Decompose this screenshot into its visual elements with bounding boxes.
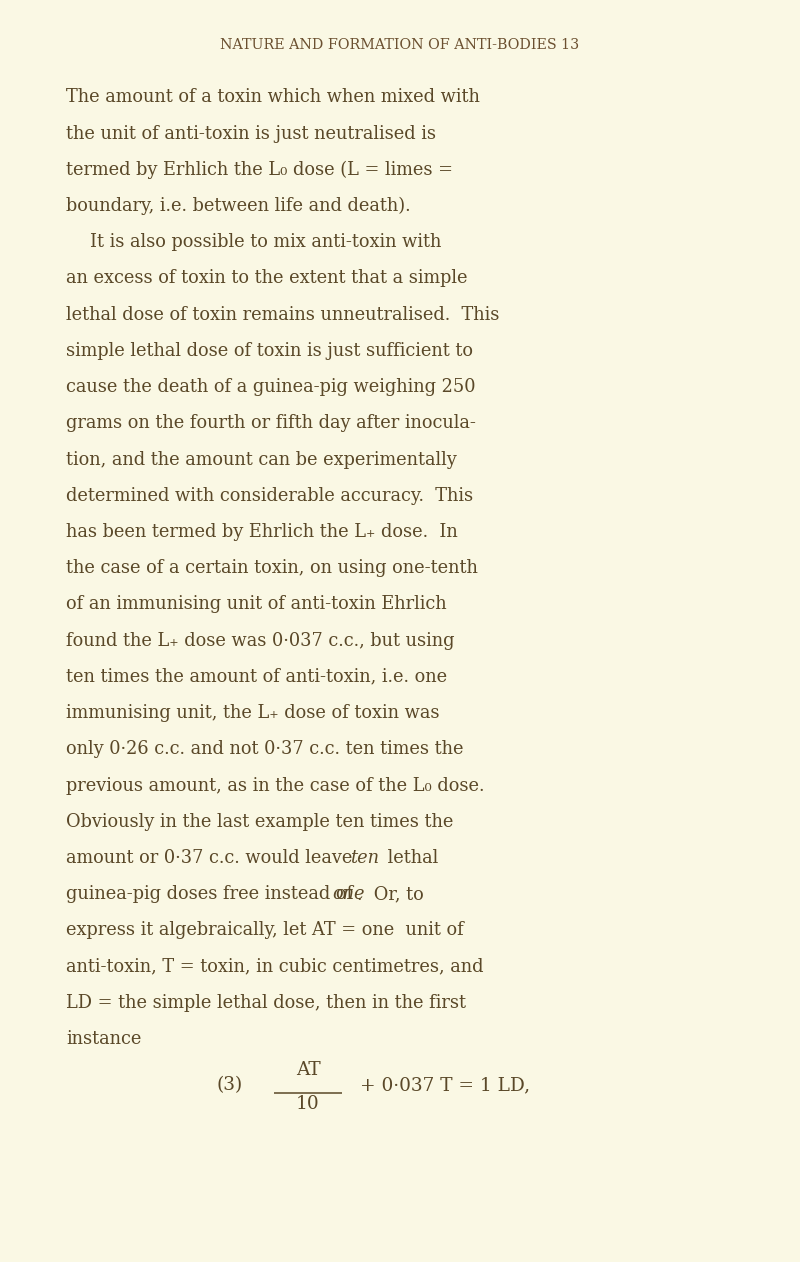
Text: only 0·26 c.c. and not 0·37 c.c. ten times the: only 0·26 c.c. and not 0·37 c.c. ten tim… xyxy=(66,741,464,758)
Text: LD = the simple lethal dose, then in the first: LD = the simple lethal dose, then in the… xyxy=(66,994,466,1012)
Text: NATURE AND FORMATION OF ANTI-BODIES 13: NATURE AND FORMATION OF ANTI-BODIES 13 xyxy=(221,38,579,52)
Text: simple lethal dose of toxin is just sufficient to: simple lethal dose of toxin is just suff… xyxy=(66,342,474,360)
Text: + 0·037 T = 1 LD,: + 0·037 T = 1 LD, xyxy=(360,1076,530,1094)
Text: express it algebraically, let AT = one  unit of: express it algebraically, let AT = one u… xyxy=(66,921,464,939)
Text: has been termed by Ehrlich the L₊ dose.  In: has been termed by Ehrlich the L₊ dose. … xyxy=(66,522,458,541)
Text: ten: ten xyxy=(350,849,379,867)
Text: immunising unit, the L₊ dose of toxin was: immunising unit, the L₊ dose of toxin wa… xyxy=(66,704,440,722)
Text: grams on the fourth or fifth day after inocula-: grams on the fourth or fifth day after i… xyxy=(66,414,476,433)
Text: The amount of a toxin which when mixed with: The amount of a toxin which when mixed w… xyxy=(66,88,480,106)
Text: the unit of anti-toxin is just neutralised is: the unit of anti-toxin is just neutralis… xyxy=(66,125,437,143)
Text: instance: instance xyxy=(66,1030,142,1047)
Text: Obviously in the last example ten times the: Obviously in the last example ten times … xyxy=(66,813,454,830)
Text: lethal dose of toxin remains unneutralised.  This: lethal dose of toxin remains unneutralis… xyxy=(66,305,500,323)
Text: one: one xyxy=(332,885,365,904)
Text: tion, and the amount can be experimentally: tion, and the amount can be experimental… xyxy=(66,451,457,468)
Text: ten times the amount of anti-toxin, i.e. one: ten times the amount of anti-toxin, i.e.… xyxy=(66,668,447,685)
Text: .  Or, to: . Or, to xyxy=(357,885,423,904)
Text: of an immunising unit of anti-toxin Ehrlich: of an immunising unit of anti-toxin Ehrl… xyxy=(66,596,447,613)
Text: AT: AT xyxy=(296,1061,320,1079)
Text: previous amount, as in the case of the L₀ dose.: previous amount, as in the case of the L… xyxy=(66,776,485,795)
Text: found the L₊ dose was 0·037 c.c., but using: found the L₊ dose was 0·037 c.c., but us… xyxy=(66,631,455,650)
Text: anti-toxin, T = toxin, in cubic centimetres, and: anti-toxin, T = toxin, in cubic centimet… xyxy=(66,958,484,976)
Text: termed by Erhlich the L₀ dose (L = limes =: termed by Erhlich the L₀ dose (L = limes… xyxy=(66,160,454,179)
Text: boundary, i.e. between life and death).: boundary, i.e. between life and death). xyxy=(66,197,411,216)
Text: 10: 10 xyxy=(296,1095,320,1113)
Text: amount or 0·37 c.c. would leave: amount or 0·37 c.c. would leave xyxy=(66,849,358,867)
Text: determined with considerable accuracy.  This: determined with considerable accuracy. T… xyxy=(66,487,474,505)
Text: (3): (3) xyxy=(216,1076,242,1094)
Text: guinea-pig doses free instead of: guinea-pig doses free instead of xyxy=(66,885,359,904)
Text: It is also possible to mix anti-toxin with: It is also possible to mix anti-toxin wi… xyxy=(90,233,442,251)
Text: an excess of toxin to the extent that a simple: an excess of toxin to the extent that a … xyxy=(66,269,468,288)
Text: the case of a certain toxin, on using one-tenth: the case of a certain toxin, on using on… xyxy=(66,559,478,577)
Text: cause the death of a guinea-pig weighing 250: cause the death of a guinea-pig weighing… xyxy=(66,379,476,396)
Text: lethal: lethal xyxy=(382,849,438,867)
